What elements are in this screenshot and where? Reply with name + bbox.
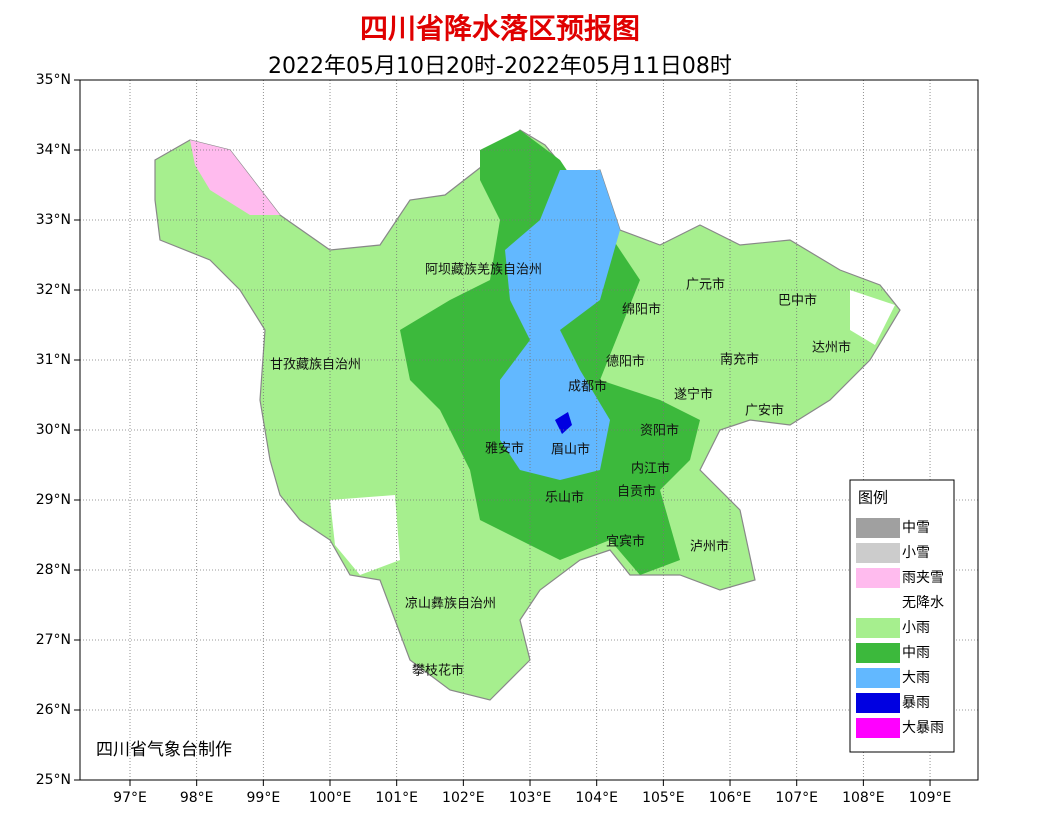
lat-tick-label: 30°N xyxy=(36,422,71,438)
sleet-area xyxy=(190,140,280,215)
no-rain-patch xyxy=(850,290,895,345)
city-label: 凉山彝族自治州 xyxy=(405,596,496,612)
legend-label: 小雪 xyxy=(902,545,930,561)
city-label: 遂宁市 xyxy=(674,387,713,403)
lon-tick-label: 98°E xyxy=(180,790,214,806)
city-label: 绵阳市 xyxy=(622,302,661,318)
lon-tick-label: 101°E xyxy=(375,790,418,806)
city-label: 广元市 xyxy=(686,277,725,293)
no-rain-patch xyxy=(330,495,400,575)
legend-swatch xyxy=(856,643,900,663)
subtitle: 2022年05月10日20时-2022年05月11日08时 xyxy=(268,54,732,79)
legend-label: 大暴雨 xyxy=(902,720,944,736)
legend-swatch xyxy=(856,568,900,588)
lon-tick-label: 97°E xyxy=(113,790,147,806)
city-label: 德阳市 xyxy=(606,354,645,370)
lat-tick-label: 26°N xyxy=(36,702,71,718)
footer: 四川省气象台制作 xyxy=(96,740,232,760)
city-label: 达州市 xyxy=(812,340,851,356)
lon-tick-label: 107°E xyxy=(775,790,818,806)
city-label: 乐山市 xyxy=(545,490,584,506)
legend-swatch xyxy=(856,543,900,563)
legend-label: 大雨 xyxy=(902,670,930,686)
lat-tick-label: 31°N xyxy=(36,352,71,368)
city-label: 南充市 xyxy=(720,352,759,368)
city-label: 泸州市 xyxy=(690,539,729,555)
legend-swatch xyxy=(856,718,900,738)
city-label: 广安市 xyxy=(745,403,784,419)
legend-swatch xyxy=(856,693,900,713)
legend-swatch xyxy=(856,668,900,688)
lon-tick-label: 99°E xyxy=(247,790,281,806)
legend-swatch xyxy=(856,518,900,538)
legend-swatch xyxy=(856,618,900,638)
rainstorm-area xyxy=(555,412,572,434)
city-label: 眉山市 xyxy=(551,442,590,458)
lon-tick-label: 105°E xyxy=(642,790,685,806)
lon-tick-label: 108°E xyxy=(842,790,885,806)
legend-label: 中雪 xyxy=(902,520,930,536)
city-label: 成都市 xyxy=(568,379,607,395)
legend-label: 暴雨 xyxy=(902,695,930,711)
legend-title: 图例 xyxy=(858,489,888,507)
lat-tick-label: 25°N xyxy=(36,772,71,788)
lat-tick-label: 34°N xyxy=(36,142,71,158)
city-label: 自贡市 xyxy=(617,484,656,500)
lon-tick-label: 106°E xyxy=(709,790,752,806)
lon-tick-label: 104°E xyxy=(575,790,618,806)
title: 四川省降水落区预报图 xyxy=(360,12,640,45)
lat-tick-label: 28°N xyxy=(36,562,71,578)
city-label: 雅安市 xyxy=(485,441,524,457)
lat-tick-label: 35°N xyxy=(36,72,71,88)
city-label: 巴中市 xyxy=(778,293,817,309)
legend-label: 雨夹雪 xyxy=(902,570,944,586)
city-label: 甘孜藏族自治州 xyxy=(270,357,361,373)
lon-tick-label: 103°E xyxy=(509,790,552,806)
lon-tick-label: 109°E xyxy=(909,790,952,806)
lon-tick-label: 100°E xyxy=(309,790,352,806)
lat-tick-label: 29°N xyxy=(36,492,71,508)
city-label: 攀枝花市 xyxy=(412,663,464,679)
city-label: 阿坝藏族羌族自治州 xyxy=(425,262,542,278)
lat-tick-label: 32°N xyxy=(36,282,71,298)
heavy-rain-area xyxy=(500,170,620,480)
lat-tick-label: 27°N xyxy=(36,632,71,648)
lon-tick-label: 102°E xyxy=(442,790,485,806)
legend-label: 中雨 xyxy=(902,645,930,661)
legend-label: 小雨 xyxy=(902,620,930,636)
lat-tick-label: 33°N xyxy=(36,212,71,228)
city-label: 宜宾市 xyxy=(606,534,645,550)
city-label: 资阳市 xyxy=(640,423,679,439)
city-label: 内江市 xyxy=(631,461,670,477)
legend-label: 无降水 xyxy=(902,595,944,611)
